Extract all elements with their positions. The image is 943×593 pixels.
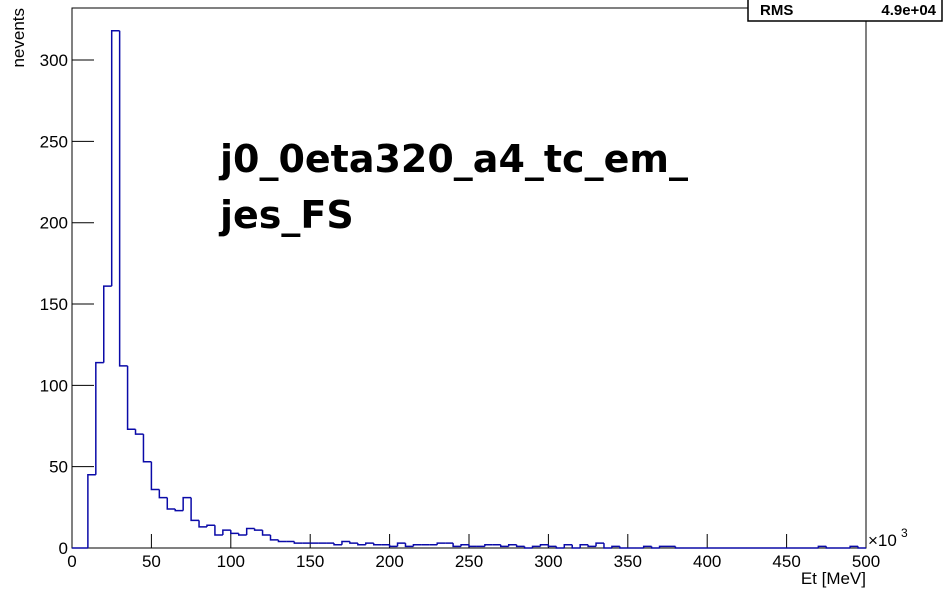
y-axis-label: nevents [9,8,28,68]
histogram-bin [507,543,517,547]
histogram-bin [253,528,263,531]
histogram-bin [126,365,136,431]
y-tick-label: 100 [40,376,68,395]
histogram-bin [190,497,200,522]
histogram-bin [261,530,271,536]
y-tick-label: 0 [59,539,68,558]
histogram-bin [230,530,239,535]
histogram-bin [658,545,668,548]
histogram-bin [365,542,374,545]
histogram-bin [579,543,589,548]
x-tick-label: 400 [693,552,721,571]
x-tick-label: 0 [67,552,76,571]
histogram-bin [103,285,112,363]
histogram-bin [333,543,342,546]
histogram-bin [349,541,358,544]
x-tick-label: 50 [142,552,161,571]
histogram-bin [849,545,859,548]
histogram-bin [277,539,287,543]
histogram-bin [500,544,509,548]
histogram-bin [555,546,565,549]
histogram-bin [110,30,120,287]
x-tick-label: 250 [455,552,483,571]
x-tick-label: 100 [217,552,245,571]
histogram-bin [404,543,414,548]
histogram-bin [396,542,406,547]
annotation: j0_0eta320_a4_tc_em_ [218,137,688,181]
histogram-bin [563,543,573,548]
histogram-bin [468,544,477,548]
histogram-bin [237,533,247,536]
y-tick-label: 200 [40,214,68,233]
histogram-bin [650,546,660,549]
histogram-bin [531,545,541,548]
stats-box [747,0,943,22]
histogram-bin [245,527,255,535]
annotation: jes_FS [218,193,354,237]
histogram-bin [118,30,128,367]
histogram-bin [150,461,160,491]
histogram-bin [198,520,207,528]
histogram-bin [523,546,533,549]
histogram-bin [206,524,215,527]
histogram-bin [484,543,493,547]
histogram-bin [611,545,620,548]
histogram-bin [436,542,446,545]
histogram-bin [539,543,549,547]
x-tick-label: 350 [614,552,642,571]
histogram-bin [571,544,581,549]
histogram-bin [460,543,469,547]
histogram-bin [87,474,96,548]
histogram-bin [547,544,557,548]
x-tick-label: 450 [772,552,800,571]
x-multiplier-exponent: 3 [901,526,908,540]
histogram-bin [372,543,382,546]
histogram-bin [341,540,350,545]
histogram-bin [158,489,168,499]
histogram-bin [142,434,152,463]
x-tick-label: 150 [296,552,324,571]
histogram-bin [166,497,176,510]
histogram-bin [357,543,366,546]
stats-value: 4.9e+04 [881,2,936,19]
y-tick-label: 50 [49,458,68,477]
histogram-bin [95,361,104,475]
histogram-bin [182,496,192,511]
y-tick-label: 250 [40,132,68,151]
histogram-bin [174,508,184,512]
x-axis-label: Et [MeV] [801,569,866,588]
histogram-bin [134,429,144,435]
y-tick-label: 300 [40,51,68,70]
x-tick-label: 300 [534,552,562,571]
histogram-bin [857,546,866,549]
histogram-bin [642,545,652,548]
stats-name: RMS [760,2,793,19]
histogram-bin [515,544,525,548]
histogram-bin [674,546,684,549]
y-tick-label: 150 [40,295,68,314]
histogram-bin [825,546,835,549]
x-multiplier: ×10 [868,531,897,550]
histogram-bin [412,543,422,547]
x-tick-label: 500 [852,552,880,571]
histogram-bin [388,544,398,548]
histogram-bin [214,525,223,536]
histogram-bin [603,543,612,549]
histogram-bin [587,544,597,548]
plot-frame [71,7,867,549]
histogram-bin [452,543,462,548]
histogram-bin [595,542,604,547]
histogram-bin [269,534,279,541]
histogram-bin [817,545,827,548]
histogram-bin [222,529,231,535]
histogram-bin [619,546,628,549]
histogram-bin [293,541,303,544]
x-tick-label: 200 [375,552,403,571]
